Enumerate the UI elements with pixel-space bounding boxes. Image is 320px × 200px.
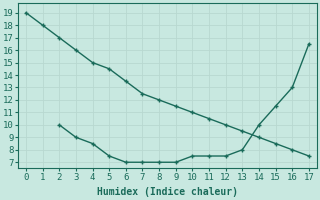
- X-axis label: Humidex (Indice chaleur): Humidex (Indice chaleur): [97, 187, 238, 197]
